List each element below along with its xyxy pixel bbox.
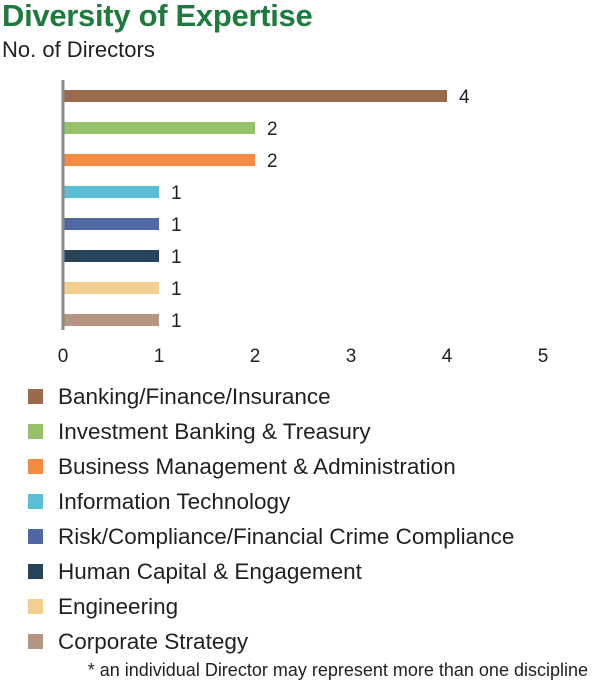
chart-legend: Banking/Finance/Insurance Investment Bank… [28,379,514,659]
legend-swatch [28,599,43,614]
legend-label: Risk/Compliance/Financial Crime Complian… [58,523,515,549]
bar [63,122,255,134]
x-tick-label: 5 [538,346,549,367]
bar-value-label: 1 [171,183,182,204]
x-tick-label: 4 [442,346,453,367]
legend-item: Human Capital & Engagement [28,554,514,589]
bar [63,282,159,294]
legend-label: Human Capital & Engagement [58,558,362,584]
legend-swatch [28,529,43,544]
bar-value-label: 4 [459,87,470,108]
bar [63,90,447,102]
x-tick-label: 2 [250,346,261,367]
bar-value-label: 1 [171,247,182,268]
bar [63,154,255,166]
bar-value-label: 1 [171,215,182,236]
legend-swatch [28,459,43,474]
legend-item: Information Technology [28,484,514,519]
chart-subtitle: No. of Directors [2,37,155,62]
legend-item: Banking/Finance/Insurance [28,379,514,414]
bar [63,314,159,326]
legend-label: Corporate Strategy [58,628,249,654]
legend-item: Engineering [28,589,514,624]
legend-item: Corporate Strategy [28,624,514,659]
legend-label: Investment Banking & Treasury [58,418,371,444]
legend-swatch [28,564,43,579]
legend-label: Engineering [58,593,179,619]
legend-swatch [28,494,43,509]
bar [63,186,159,198]
legend-item: Investment Banking & Treasury [28,414,514,449]
legend-label: Information Technology [58,488,291,514]
legend-label: Banking/Finance/Insurance [58,383,331,409]
bar-value-label: 1 [171,279,182,300]
bar [63,218,159,230]
x-tick-label: 1 [154,346,165,367]
chart-title: Diversity of Expertise [2,0,313,33]
legend-item: Risk/Compliance/Financial Crime Complian… [28,519,514,554]
legend-label: Business Management & Administration [58,453,456,479]
footnote: * an individual Director may represent m… [87,660,588,680]
legend-swatch [28,634,43,649]
legend-swatch [28,424,43,439]
x-tick-label: 3 [346,346,357,367]
bar-value-label: 2 [267,151,278,172]
legend-swatch [28,389,43,404]
legend-item: Business Management & Administration [28,449,514,484]
bar-value-label: 2 [267,119,278,140]
bar-value-label: 1 [171,311,182,332]
bar [63,250,159,262]
x-tick-label: 0 [58,346,69,367]
